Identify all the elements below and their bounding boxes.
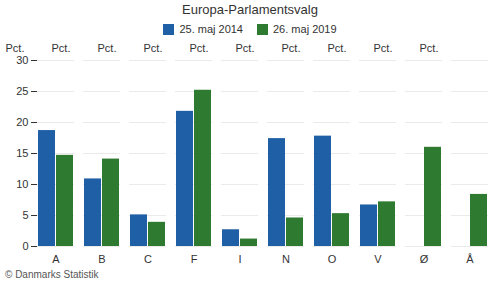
svg-text:Pct.: Pct. [190, 42, 209, 54]
svg-text:V: V [374, 253, 382, 265]
html-text:25. maj 2014: 25. maj 2014 [179, 23, 243, 35]
svg-text:Pct.: Pct. [52, 42, 71, 54]
svg-text:5: 5 [22, 209, 28, 221]
svg-text:25: 25 [16, 85, 28, 97]
svg-text:Pct.: Pct. [374, 42, 393, 54]
svg-text:B: B [98, 253, 105, 265]
svg-text:10: 10 [16, 178, 28, 190]
svg-text:Pct.: Pct. [282, 42, 301, 54]
html-text:Europa-Parlamentsvalg: Europa-Parlamentsvalg [182, 2, 318, 17]
svg-text:Pct.: Pct. [328, 42, 347, 54]
svg-text:F: F [191, 253, 198, 265]
svg-text:N: N [282, 253, 290, 265]
svg-text:Å: Å [466, 253, 474, 265]
svg-text:15: 15 [16, 147, 28, 159]
svg-text:O: O [328, 253, 337, 265]
html-text:26. maj 2019: 26. maj 2019 [273, 23, 337, 35]
svg-text:Pct.: Pct. [6, 42, 25, 54]
svg-text:Pct.: Pct. [98, 42, 117, 54]
svg-text:A: A [52, 253, 60, 265]
svg-text:Pct.: Pct. [236, 42, 255, 54]
svg-text:Pct.: Pct. [144, 42, 163, 54]
svg-text:Pct.: Pct. [420, 42, 439, 54]
svg-text:I: I [238, 253, 241, 265]
svg-text:20: 20 [16, 116, 28, 128]
svg-text:30: 30 [16, 54, 28, 66]
svg-text:Ø: Ø [420, 253, 429, 265]
svg-text:C: C [144, 253, 152, 265]
svg-text:0: 0 [22, 240, 28, 252]
html-text:© Danmarks Statistik: © Danmarks Statistik [5, 269, 99, 280]
